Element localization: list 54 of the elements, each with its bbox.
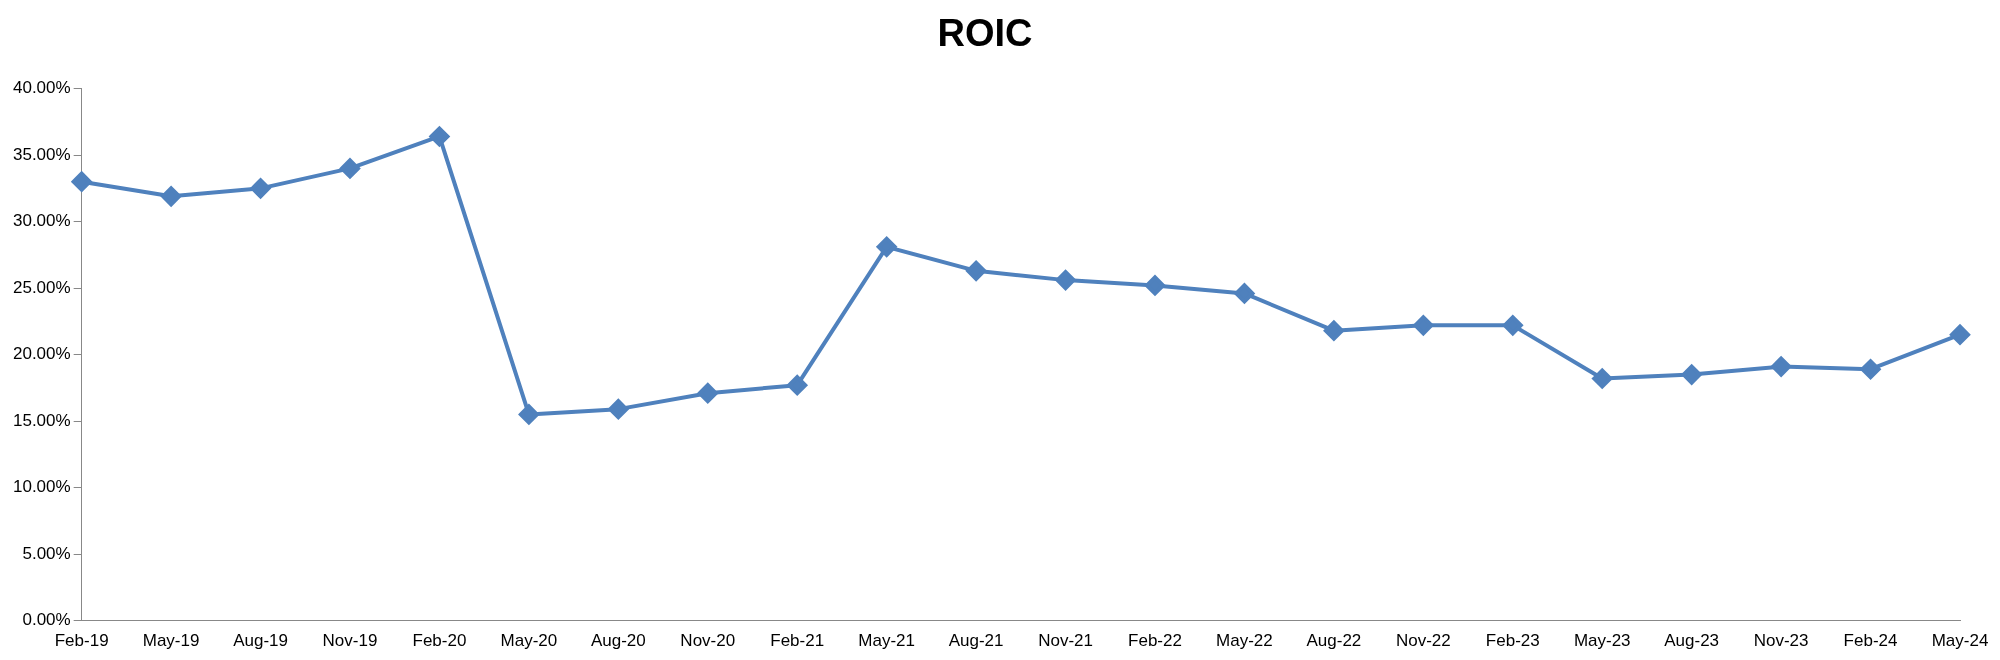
x-tick-label: Aug-19 — [233, 631, 288, 651]
point — [1860, 359, 1881, 380]
point — [1323, 320, 1344, 341]
chart-title: ROIC — [937, 12, 1033, 55]
x-tick-label: Nov-20 — [680, 631, 736, 651]
point — [787, 375, 808, 396]
x-tick-label: Aug-20 — [590, 631, 646, 651]
point — [71, 171, 92, 192]
x-tick-label: May-19 — [142, 631, 200, 651]
point — [1055, 270, 1076, 291]
point — [250, 178, 271, 199]
x-tick-label: Aug-21 — [948, 631, 1004, 651]
point — [518, 404, 539, 425]
y-tick-label: 40.00% — [12, 78, 71, 98]
point — [1950, 324, 1970, 345]
point — [608, 399, 629, 420]
point — [1592, 368, 1613, 389]
x-tick-label: Feb-23 — [1485, 631, 1540, 651]
x-tick-label: Nov-21 — [1038, 631, 1093, 651]
x-tick-label: Feb-21 — [770, 631, 825, 651]
y-tick-label: 10.00% — [12, 477, 71, 497]
x-tick-label: May-20 — [500, 631, 558, 651]
x-tick-label: Feb-22 — [1128, 631, 1182, 651]
point — [1502, 315, 1523, 336]
x-tick-label: May-21 — [858, 631, 916, 651]
x-tick-label: May-24 — [1931, 631, 1989, 651]
x-tick-label: Feb-19 — [54, 631, 109, 651]
x-tick-label: Aug-23 — [1664, 631, 1720, 651]
x-tick-label: May-23 — [1573, 631, 1631, 651]
x-tick-label: Feb-24 — [1843, 631, 1898, 651]
point — [1145, 275, 1165, 296]
point — [429, 126, 450, 147]
y-tick-label: 0.00% — [22, 610, 71, 630]
y-tick-label: 15.00% — [12, 410, 71, 430]
x-tick-label: May-22 — [1216, 631, 1273, 651]
x-tick-label: Nov-19 — [322, 631, 378, 651]
y-tick-label: 25.00% — [12, 277, 71, 297]
x-tick-label: Feb-20 — [412, 631, 467, 651]
point — [339, 158, 360, 179]
x-tick-label: Nov-22 — [1395, 631, 1451, 651]
point — [876, 236, 897, 257]
point — [161, 186, 182, 207]
point — [966, 260, 987, 281]
point — [1413, 315, 1434, 336]
point — [1234, 283, 1255, 304]
x-tick-label: Aug-22 — [1306, 631, 1362, 651]
y-tick-label: 5.00% — [22, 543, 71, 563]
x-tick-label: Nov-23 — [1753, 631, 1809, 651]
y-tick-label: 20.00% — [12, 344, 71, 364]
point — [1771, 356, 1792, 377]
point — [1681, 364, 1702, 385]
y-tick-label: 35.00% — [12, 144, 71, 164]
point — [697, 383, 718, 404]
y-tick-label: 30.00% — [12, 211, 71, 231]
